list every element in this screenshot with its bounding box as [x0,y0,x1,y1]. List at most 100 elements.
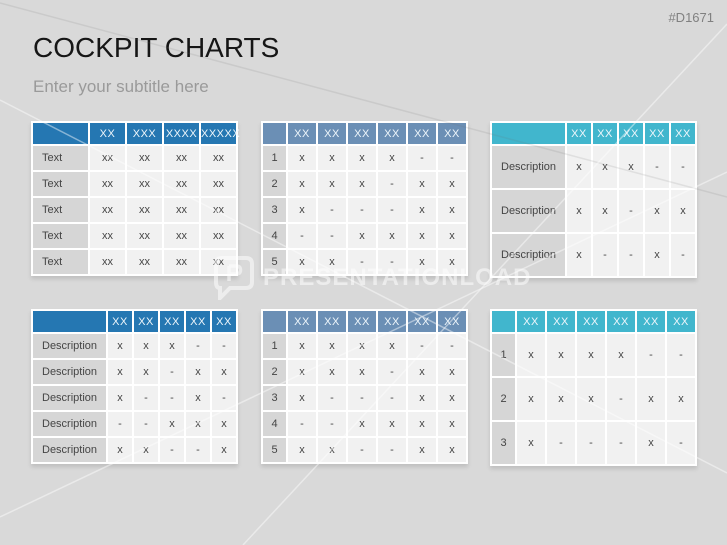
column-header: XX [212,311,236,332]
value-cell: - [108,412,132,436]
row-label: 1 [492,334,515,376]
value-cell: x [438,412,466,436]
value-cell: xx [127,224,162,248]
value-cell: - [577,422,605,464]
row-label: Text [33,172,88,196]
value-cell: xx [90,198,125,222]
value-cell: x [408,250,436,274]
value-cell: x [212,360,236,384]
value-cell: x [212,438,236,462]
row-label: Text [33,224,88,248]
header-row: XX XX XX XX XX [492,123,695,144]
value-cell: xx [201,198,236,222]
value-cell: xx [201,172,236,196]
value-cell: - [378,386,406,410]
row-label: 3 [263,386,286,410]
corner-cell [33,123,88,144]
table-row: Text xx xx xx xx [33,146,236,170]
header-row: XX XX XX XX XX XX [492,311,695,332]
row-label: Description [33,412,106,436]
value-cell: xx [90,224,125,248]
value-cell: x [108,438,132,462]
value-cell: x [517,334,545,376]
column-header: XX [637,311,665,332]
table-row: Description x x x - - [492,146,695,188]
value-cell: x [408,360,436,384]
value-cell: xx [164,198,199,222]
table-bottom-center: XX XX XX XX XX XX 1 x x x x - -2 x x x - x x 3 x - - - x x 4- - x x x x… [261,309,468,464]
row-label: Description [33,334,106,358]
value-cell: x [438,224,466,248]
value-cell: x [288,438,316,462]
header-row: XX XX XX XX XX [33,311,236,332]
value-cell: - [160,360,184,384]
value-cell: xx [90,250,125,274]
table-row: Description x x - x x [492,190,695,232]
table-top-left: XX XXX XXXX XXXXX Text xx xx xx xx Text xx xx xx xx Te… [31,121,240,276]
value-cell: - [438,334,466,358]
value-cell: - [348,438,376,462]
value-cell: x [134,360,158,384]
slide-subtitle: Enter your subtitle here [33,77,209,96]
column-header: XX [378,311,406,332]
value-cell: x [438,172,466,196]
row-label: 4 [263,224,286,248]
row-label: 1 [263,146,286,170]
column-header: XX [108,311,132,332]
value-cell: x [517,378,545,420]
value-cell: x [348,224,376,248]
value-cell: - [645,146,669,188]
column-header: XXX [127,123,162,144]
column-header: XX [671,123,695,144]
value-cell: x [108,360,132,384]
value-cell: x [438,360,466,384]
column-header: XX [667,311,695,332]
column-header: XX [134,311,158,332]
row-label: Text [33,198,88,222]
value-cell: x [645,190,669,232]
table-top-right: XX XX XX XX XX Description x x x - - Description x x -… [490,121,697,278]
value-cell: xx [90,146,125,170]
column-header: XX [607,311,635,332]
value-cell: x [288,360,316,384]
column-header: XXXX [164,123,199,144]
table-row: Description x x - - x [33,438,236,462]
value-cell: x [408,172,436,196]
row-label: 3 [492,422,515,464]
value-cell: - [288,224,316,248]
row-label: Description [33,386,106,410]
column-header: XX [438,123,466,144]
value-cell: - [378,438,406,462]
value-cell: - [134,412,158,436]
row-label: 1 [263,334,286,358]
value-cell: xx [127,146,162,170]
row-label: Text [33,146,88,170]
row-label: 2 [492,378,515,420]
value-cell: x [288,146,316,170]
value-cell: - [607,422,635,464]
bottom-left-table: XX XX XX XX XX Description x x x - - Description x x -… [31,309,238,464]
value-cell: x [288,386,316,410]
value-cell: x [348,146,376,170]
corner-cell [492,311,515,332]
value-cell: x [348,334,376,358]
value-cell: x [408,386,436,410]
value-cell: - [348,386,376,410]
row-label: Text [33,250,88,274]
value-cell: - [186,334,210,358]
value-cell: x [134,334,158,358]
value-cell: x [212,412,236,436]
bottom-right-table: XX XX XX XX XX XX 1 x x x x - -2 x x x - x x 3 x - - - x - [490,309,697,466]
value-cell: - [619,190,643,232]
row-label: Description [33,360,106,384]
table-row: Text xx xx xx xx [33,198,236,222]
value-cell: x [160,334,184,358]
row-label: 2 [263,172,286,196]
table-row: Description x - - x - [492,234,695,276]
value-cell: x [378,334,406,358]
